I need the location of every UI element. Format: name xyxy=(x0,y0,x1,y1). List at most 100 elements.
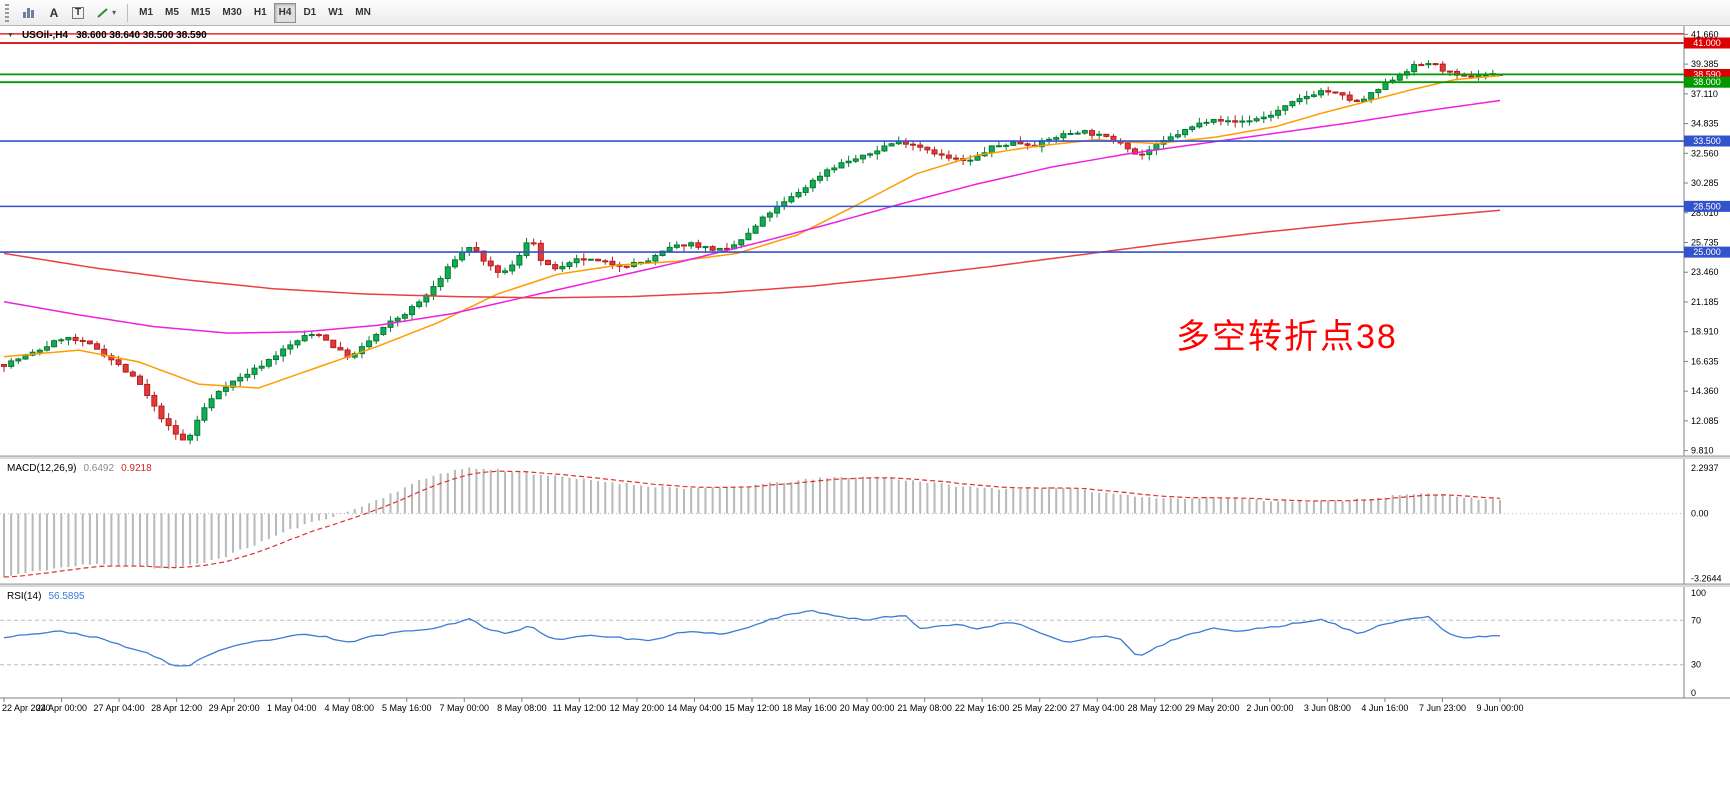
candle-body xyxy=(115,359,122,365)
timeframe-button-M15[interactable]: M15 xyxy=(186,3,215,23)
candle-body xyxy=(1411,64,1418,73)
candle-body xyxy=(1325,90,1332,93)
bar-chart-icon xyxy=(23,8,34,18)
candle-body xyxy=(1332,91,1339,94)
macd-histogram xyxy=(3,467,1501,578)
candle-body xyxy=(723,247,730,250)
candle-body xyxy=(459,251,466,261)
candle-body xyxy=(1310,94,1317,97)
price-badge-label: 38.590 xyxy=(1693,69,1721,79)
timeframe-button-W1[interactable]: W1 xyxy=(323,3,348,23)
panel-splitter[interactable] xyxy=(0,584,1730,587)
candle-body xyxy=(845,160,852,164)
candle-body xyxy=(1189,126,1196,131)
candle-body xyxy=(65,336,72,341)
candle-body xyxy=(995,145,1002,148)
candle-body xyxy=(881,145,888,152)
price-tick-label: 16.635 xyxy=(1691,356,1719,366)
timeframe-button-M1[interactable]: M1 xyxy=(134,3,158,23)
candle-body xyxy=(1353,99,1360,102)
timeframe-button-H4[interactable]: H4 xyxy=(273,2,297,23)
candle-body xyxy=(401,314,408,319)
candle-body xyxy=(530,242,537,245)
toolbar-grip[interactable] xyxy=(5,3,9,22)
dropdown-caret-icon: ▾ xyxy=(112,8,117,17)
text-annotation-tool-button[interactable]: A xyxy=(43,3,65,23)
candle-body xyxy=(280,348,287,357)
candle-body xyxy=(716,247,723,251)
timeframe-button-M5[interactable]: M5 xyxy=(160,3,184,23)
candle-body xyxy=(945,154,952,159)
candle-body xyxy=(1232,120,1239,123)
candle-body xyxy=(1282,105,1289,111)
bar-chart-tool-button[interactable] xyxy=(16,3,41,23)
candle-body xyxy=(301,335,308,342)
time-tick-label: 25 May 22:00 xyxy=(1012,703,1067,713)
candle-body xyxy=(1017,141,1024,145)
candle-body xyxy=(194,419,201,436)
macd-main-value: 0.6492 xyxy=(83,463,115,474)
timeframe-button-H1[interactable]: H1 xyxy=(249,3,272,23)
candle-body xyxy=(1296,98,1303,103)
candle-body xyxy=(824,169,831,177)
candle-body xyxy=(473,247,480,252)
candle-body xyxy=(1010,141,1017,146)
time-tick-label: 15 May 12:00 xyxy=(725,703,780,713)
price-badge xyxy=(1684,135,1730,147)
candle-body xyxy=(487,260,494,267)
panel-splitter[interactable] xyxy=(0,456,1730,459)
candle-body xyxy=(673,244,680,248)
candle-body xyxy=(953,157,959,160)
candle-body xyxy=(51,340,58,348)
chart-annotation-text[interactable]: 多空转折点38 xyxy=(1176,318,1398,356)
trendline-tool-button[interactable]: ▾ xyxy=(91,3,121,23)
candle-body xyxy=(888,143,895,147)
timeframe-button-D1[interactable]: D1 xyxy=(298,3,321,23)
time-tick-label: 8 May 08:00 xyxy=(497,703,547,713)
candle-body xyxy=(1225,120,1231,123)
candle-body xyxy=(294,340,301,346)
macd-indicator-label: MACD(12,26,9) 0.6492 0.9218 xyxy=(7,463,152,474)
time-tick-label: 20 May 00:00 xyxy=(840,703,895,713)
macd-scale-label: 2.2937 xyxy=(1691,463,1719,473)
candle-body xyxy=(409,306,415,316)
candle-body xyxy=(1303,95,1310,100)
price-badge xyxy=(1684,246,1730,258)
time-tick-label: 29 May 20:00 xyxy=(1185,703,1240,713)
time-tick-label: 7 Jun 23:00 xyxy=(1419,703,1466,713)
candle-body xyxy=(172,425,179,435)
candle-body xyxy=(745,232,752,241)
candle-body xyxy=(1196,122,1203,128)
timeframe-button-MN[interactable]: MN xyxy=(350,3,376,23)
candle-body xyxy=(1461,74,1468,77)
candle-body xyxy=(988,145,995,154)
rsi-value: 56.5895 xyxy=(48,591,85,602)
candle-body xyxy=(1468,75,1475,78)
candle-body xyxy=(681,244,687,247)
rsi-scale-label: 100 xyxy=(1691,588,1706,598)
price-badge-label: 28.500 xyxy=(1693,201,1721,211)
candle-body xyxy=(494,265,501,273)
candles-layer xyxy=(1,60,1503,445)
candle-body xyxy=(752,225,759,234)
candle-body xyxy=(416,301,423,308)
candle-body xyxy=(924,146,931,151)
candle-body xyxy=(1074,132,1081,135)
candle-body xyxy=(702,246,709,249)
candle-body xyxy=(265,359,272,367)
candle-body xyxy=(867,153,874,156)
timeframe-button-M30[interactable]: M30 xyxy=(217,3,246,23)
time-tick-label: 28 May 12:00 xyxy=(1127,703,1182,713)
candle-body xyxy=(938,153,945,156)
candle-body xyxy=(187,434,194,441)
text-box-tool-button[interactable]: T xyxy=(67,3,89,23)
candle-body xyxy=(1,364,7,367)
price-tick-label: 14.360 xyxy=(1691,386,1719,396)
candle-body xyxy=(1131,148,1138,155)
price-tick-label: 25.735 xyxy=(1691,238,1719,248)
time-tick-label: 27 May 04:00 xyxy=(1070,703,1125,713)
candle-body xyxy=(1260,116,1267,120)
candle-body xyxy=(602,260,609,263)
candle-body xyxy=(666,246,673,252)
